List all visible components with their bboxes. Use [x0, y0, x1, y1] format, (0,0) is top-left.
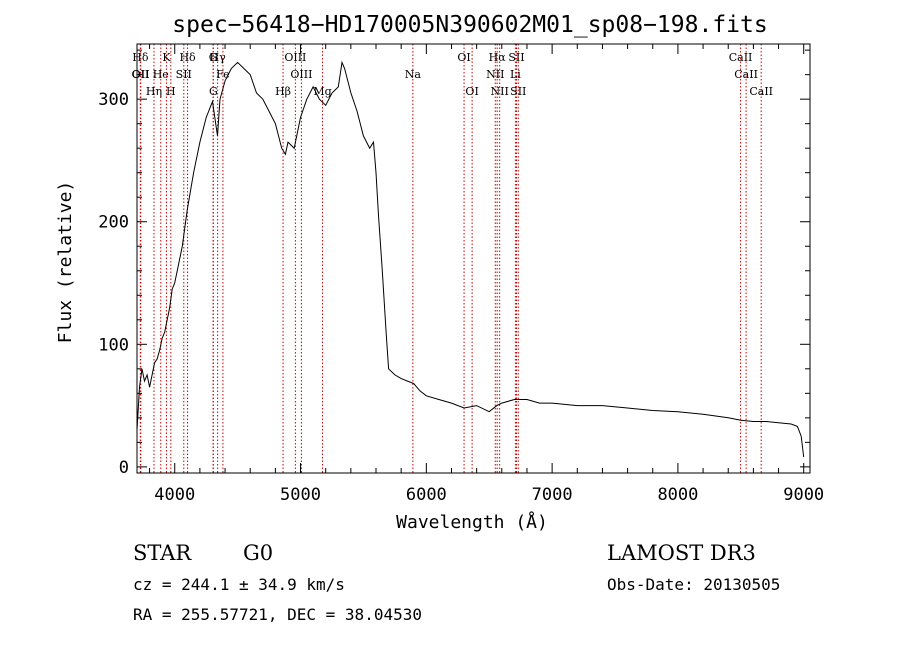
y-tick-label: 200 [98, 213, 129, 233]
line-label: Na [405, 68, 422, 81]
spectral-line-markers [139, 44, 762, 473]
x-tick-label: 5000 [280, 485, 321, 505]
line-label: Hδ [179, 51, 196, 64]
x-axis-ticks: 4000 5000 6000 7000 8000 9000 [149, 44, 824, 505]
line-label: Hη [146, 85, 162, 98]
line-label: OI [465, 85, 478, 98]
line-label: G [209, 51, 218, 64]
line-label: OIII [284, 51, 306, 64]
chart-title: spec−56418−HD170005N390602M01_sp08−198.f… [172, 12, 767, 38]
line-label: K [162, 51, 171, 64]
line-label: CaII [734, 68, 758, 81]
line-label: Mg [313, 85, 331, 98]
x-tick-label: 9000 [783, 485, 824, 505]
object-class: STAR [133, 541, 192, 565]
observation-date: Obs-Date: 20130505 [607, 575, 780, 594]
line-label: NII [491, 85, 509, 98]
x-tick-label: 6000 [406, 485, 447, 505]
line-label: OI [457, 51, 470, 64]
line-label: Fe [216, 68, 230, 81]
line-label: G [209, 85, 218, 98]
line-label: NII [486, 68, 504, 81]
x-tick-label: 4000 [154, 485, 195, 505]
object-subclass: G0 [243, 541, 273, 565]
line-label: SII [176, 68, 192, 81]
coordinates: RA = 255.57721, DEC = 38.04530 [133, 605, 422, 624]
line-label: CaII [729, 51, 753, 64]
line-label: SII [508, 51, 524, 64]
y-tick-label: 0 [119, 458, 129, 478]
x-tick-label: 7000 [532, 485, 573, 505]
plot-frame [136, 43, 811, 474]
line-label: OIII [290, 68, 312, 81]
y-axis-label: Flux (relative) [55, 181, 76, 344]
line-label: CaII [749, 85, 773, 98]
line-label: Hβ [275, 85, 291, 98]
line-label: H [166, 85, 176, 98]
line-label: Hδ [132, 51, 149, 64]
line-label: SII [510, 85, 526, 98]
line-label: Hα [489, 51, 507, 64]
line-label: Hγ [210, 51, 227, 64]
y-tick-label: 100 [98, 335, 129, 355]
spectrum-line [136, 60, 805, 458]
x-tick-label: 8000 [657, 485, 698, 505]
y-tick-label: 300 [98, 90, 129, 110]
line-label: Li [510, 68, 521, 81]
redshift-value: cz = 244.1 ± 34.9 km/s [133, 575, 345, 594]
survey-name: LAMOST DR3 [607, 541, 756, 565]
x-axis-label: Wavelength (Å) [396, 511, 548, 533]
line-label: He [153, 68, 169, 81]
y-axis-ticks: 0 100 200 300 [98, 49, 810, 478]
